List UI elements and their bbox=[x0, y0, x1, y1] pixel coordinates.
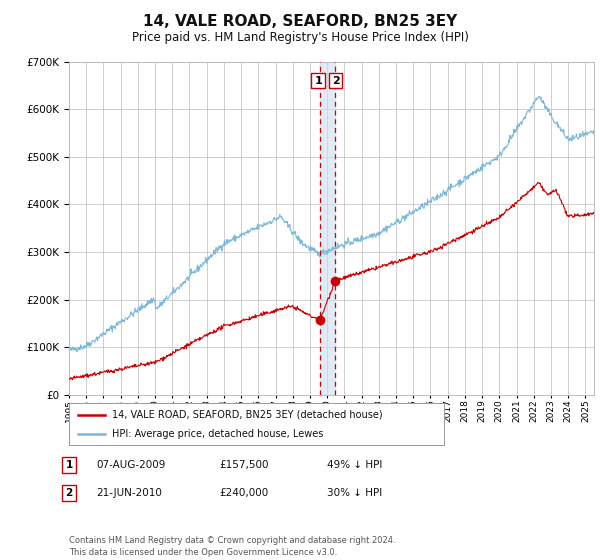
Text: 2: 2 bbox=[65, 488, 73, 498]
Text: 30% ↓ HPI: 30% ↓ HPI bbox=[327, 488, 382, 498]
Text: 07-AUG-2009: 07-AUG-2009 bbox=[96, 460, 166, 470]
Text: HPI: Average price, detached house, Lewes: HPI: Average price, detached house, Lewe… bbox=[112, 429, 323, 439]
Text: Price paid vs. HM Land Registry's House Price Index (HPI): Price paid vs. HM Land Registry's House … bbox=[131, 31, 469, 44]
Text: 2: 2 bbox=[332, 76, 340, 86]
Text: £240,000: £240,000 bbox=[219, 488, 268, 498]
Text: 14, VALE ROAD, SEAFORD, BN25 3EY: 14, VALE ROAD, SEAFORD, BN25 3EY bbox=[143, 14, 457, 29]
Text: 49% ↓ HPI: 49% ↓ HPI bbox=[327, 460, 382, 470]
Text: 21-JUN-2010: 21-JUN-2010 bbox=[96, 488, 162, 498]
Bar bbox=[320, 62, 335, 395]
Text: 1: 1 bbox=[65, 460, 73, 470]
Text: 1: 1 bbox=[314, 76, 322, 86]
Text: Contains HM Land Registry data © Crown copyright and database right 2024.
This d: Contains HM Land Registry data © Crown c… bbox=[69, 536, 395, 557]
Text: £157,500: £157,500 bbox=[219, 460, 269, 470]
Text: 14, VALE ROAD, SEAFORD, BN25 3EY (detached house): 14, VALE ROAD, SEAFORD, BN25 3EY (detach… bbox=[112, 409, 383, 419]
